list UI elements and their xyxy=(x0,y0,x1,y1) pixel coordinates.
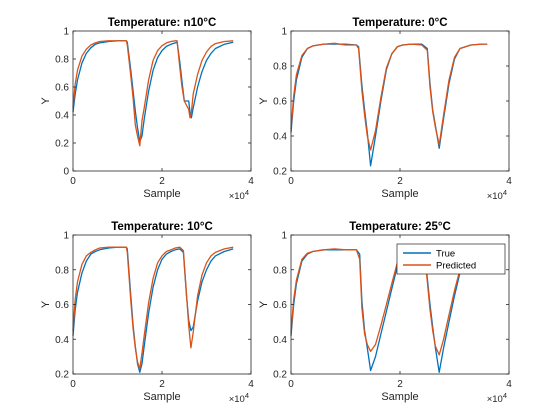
x-tick-label: 4 xyxy=(248,379,254,390)
y-tick-label: 0.2 xyxy=(55,370,69,381)
x-exponent-label: ×104 xyxy=(487,188,507,202)
y-tick-label: 0.8 xyxy=(273,62,287,73)
y-tick-label: 0.4 xyxy=(273,132,287,143)
x-exponent-label: ×104 xyxy=(487,391,507,405)
y-axis-label: Y xyxy=(258,300,270,308)
y-tick-label: 0.8 xyxy=(55,265,69,276)
x-tick-label: 2 xyxy=(397,379,403,390)
y-tick-label: 0.4 xyxy=(55,335,69,346)
y-tick-label: 1 xyxy=(281,27,287,38)
x-tick-label: 0 xyxy=(288,176,294,187)
series-line-predicted xyxy=(72,40,234,147)
y-axis-label: Y xyxy=(40,300,52,308)
x-tick-label: 4 xyxy=(506,379,512,390)
y-tick-label: 1 xyxy=(63,231,69,242)
x-tick-label: 4 xyxy=(248,176,254,187)
chart-title: Temperature: n10°C xyxy=(108,17,217,29)
x-tick-label: 0 xyxy=(70,176,76,187)
x-exponent-label: ×104 xyxy=(229,188,249,202)
y-tick-label: 0.2 xyxy=(273,167,287,178)
y-tick-label: 0.4 xyxy=(273,335,287,346)
x-tick-label: 2 xyxy=(159,379,165,390)
plot-area xyxy=(291,31,509,171)
x-tick-label: 0 xyxy=(70,379,76,390)
x-exponent-label: ×104 xyxy=(229,391,249,405)
x-axis-label: Sample xyxy=(381,391,418,403)
x-axis-label: Sample xyxy=(143,391,180,403)
y-tick-label: 1 xyxy=(281,231,287,242)
x-tick-label: 4 xyxy=(506,176,512,187)
legend-box xyxy=(396,243,506,275)
chart-panel-1: 0 2 4 0 0.2 0.4 0.6 0.8 1 Temperature: n10°C Sampl… xyxy=(40,17,254,202)
chart-panel-2: 0 2 4 0.2 0.4 0.6 0.8 1 Temperature: 0°C Sample Y ×… xyxy=(258,17,512,202)
y-tick-label: 0.6 xyxy=(273,97,287,108)
y-tick-label: 0.6 xyxy=(55,300,69,311)
series-line-true xyxy=(72,40,234,143)
series-line-predicted xyxy=(290,248,488,356)
legend-label-predicted: Predicted xyxy=(436,261,476,272)
y-tick-label: 0.6 xyxy=(273,300,287,311)
plot-area xyxy=(73,31,251,171)
y-tick-label: 0.8 xyxy=(273,265,287,276)
y-axis-label: Y xyxy=(258,97,270,105)
y-tick-label: 0 xyxy=(63,167,69,178)
series-line-predicted xyxy=(72,246,234,370)
y-tick-label: 0.2 xyxy=(55,139,69,150)
plot-area xyxy=(73,235,251,374)
y-tick-label: 0.4 xyxy=(55,111,69,122)
x-tick-label: 0 xyxy=(288,379,294,390)
x-tick-label: 2 xyxy=(159,176,165,187)
chart-title: Temperature: 10°C xyxy=(111,221,213,233)
y-tick-label: 0.6 xyxy=(55,83,69,94)
legend-label-true: True xyxy=(436,249,455,260)
x-axis-label: Sample xyxy=(143,188,180,200)
chart-title: Temperature: 25°C xyxy=(349,221,451,233)
series-line-predicted xyxy=(290,42,488,151)
y-axis-label: Y xyxy=(40,97,52,105)
x-tick-label: 2 xyxy=(397,176,403,187)
chart-panel-4: 0 2 4 0.2 0.4 0.6 0.8 1 Temperature: 25°C Sample Y… xyxy=(258,221,512,405)
y-tick-label: 0.2 xyxy=(273,370,287,381)
y-tick-label: 1 xyxy=(63,27,69,38)
chart-panel-3: 0 2 4 0.2 0.4 0.6 0.8 1 Temperature: 10°C Sample Y… xyxy=(40,221,254,405)
chart-title: Temperature: 0°C xyxy=(352,17,447,29)
x-axis-label: Sample xyxy=(381,188,418,200)
y-tick-label: 0.8 xyxy=(55,55,69,66)
